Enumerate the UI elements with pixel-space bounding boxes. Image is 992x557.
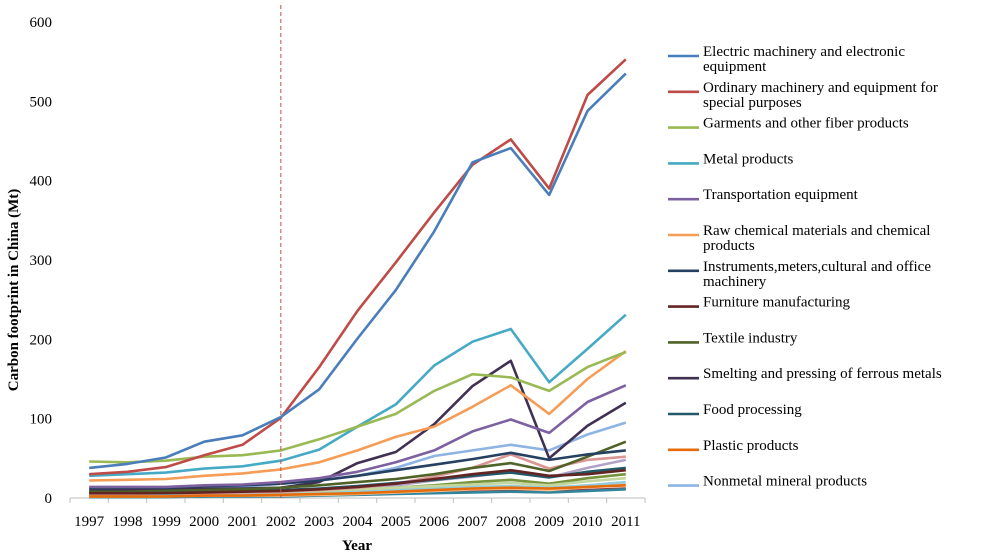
x-axis-title: Year	[342, 538, 372, 554]
legend-label: Garments and other fiber products	[703, 116, 909, 132]
x-tick-label: 1999	[151, 514, 181, 530]
series-line	[89, 58, 627, 476]
x-tick-label: 2009	[534, 514, 564, 530]
x-tick-label: 2007	[458, 514, 489, 530]
x-tick-label: 2004	[343, 514, 374, 530]
x-tick-label: 1998	[113, 514, 143, 530]
series-line	[89, 350, 627, 482]
legend-label: Transportation equipment	[703, 187, 859, 203]
x-tick-label: 2003	[304, 514, 334, 530]
legend-label: Smelting and pressing of ferrous metals	[703, 366, 942, 382]
series-line	[89, 468, 626, 495]
series-line	[89, 72, 627, 470]
y-tick-label: 600	[30, 15, 53, 31]
x-tick-label: 2002	[266, 514, 296, 530]
x-tick-label: 2005	[381, 514, 411, 530]
legend-label: Furniture manufacturing	[703, 295, 851, 311]
y-tick-label: 200	[30, 332, 53, 348]
series-layer	[89, 58, 627, 499]
legend-label: Ordinary machinery and equipment for spec…	[703, 80, 938, 111]
legend-label: Instruments,meters,cultural and office ma…	[703, 259, 931, 290]
y-tick-label: 0	[45, 491, 53, 507]
legend-label: Textile industry	[703, 330, 798, 346]
x-tick-label: 2011	[611, 514, 640, 530]
x-tick-label: 2006	[419, 514, 450, 530]
x-tick-label: 1997	[74, 514, 105, 530]
series-line	[89, 440, 627, 494]
legend-label: Nonmetal mineral products	[703, 474, 867, 490]
legend-label: Raw chemical materials and chemical produ…	[703, 223, 930, 254]
series-line	[89, 359, 627, 492]
legend: Electric machinery and electronic equipme…	[668, 44, 942, 490]
legend-label: Electric machinery and electronic equipme…	[703, 44, 905, 75]
legend-label: Metal products	[703, 151, 794, 167]
legend-label: Food processing	[703, 402, 802, 418]
y-axis-title: Carbon footprint in China (Mt)	[6, 189, 22, 392]
series-line	[89, 350, 627, 464]
x-axis: 1997 1998 1999 2000 2001 2002 2003 2004 2005 2006…	[69, 497, 646, 530]
x-tick-label: 2000	[189, 514, 219, 530]
x-tick-label: 2010	[573, 514, 603, 530]
y-tick-label: 400	[30, 174, 53, 190]
legend-label: Plastic products	[703, 438, 799, 454]
y-tick-label: 500	[30, 94, 53, 110]
y-axis: 0 100 200 300 400 500 600	[30, 15, 53, 507]
x-tick-label: 2001	[228, 514, 258, 530]
series-line	[89, 484, 626, 498]
series-line	[89, 384, 627, 489]
y-tick-label: 100	[30, 412, 53, 428]
x-tick-label: 2008	[496, 514, 526, 530]
y-tick-label: 300	[30, 253, 53, 269]
